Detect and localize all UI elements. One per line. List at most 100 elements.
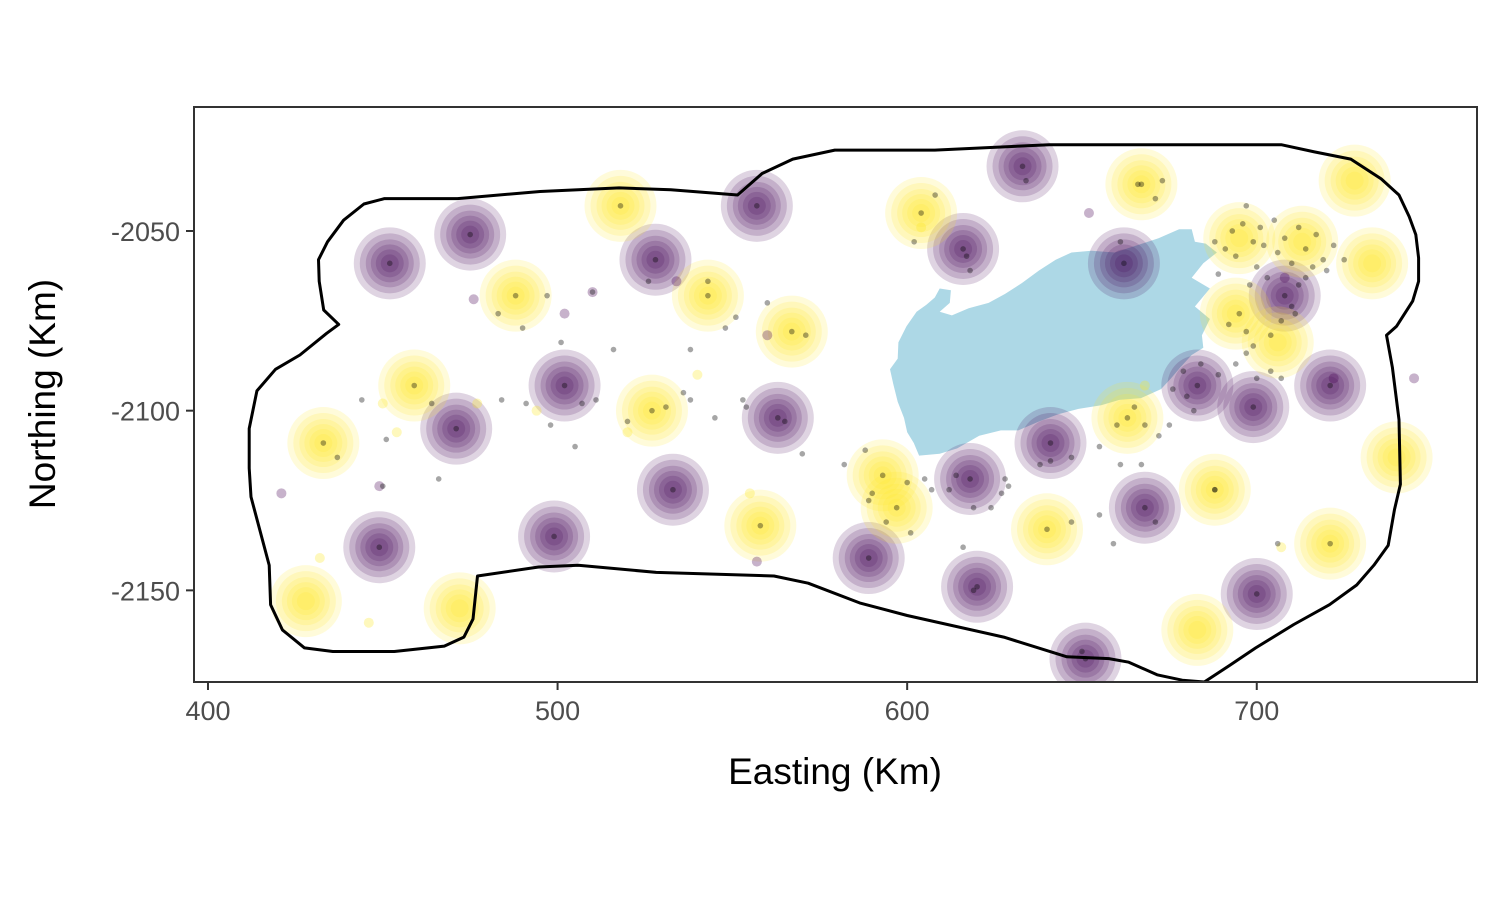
prediction-point (518, 500, 591, 573)
prediction-point (934, 442, 1007, 515)
observation-point (547, 422, 554, 428)
observation-point (918, 210, 924, 216)
prediction-point (1087, 227, 1160, 300)
observation-point (1166, 422, 1173, 428)
prediction-point (479, 259, 552, 332)
observation-point (1131, 404, 1138, 410)
observation-point (1288, 303, 1295, 310)
observation-point (1019, 163, 1026, 170)
observation-point (1313, 231, 1319, 238)
observation-point (1047, 440, 1054, 446)
observation-point (879, 472, 886, 479)
observation-point (624, 418, 631, 425)
study-boundary (247, 143, 1421, 682)
observation-point (1327, 540, 1333, 547)
observation-point (1142, 504, 1148, 511)
prediction-point (619, 223, 692, 296)
prediction-point (343, 511, 416, 584)
observation-point (764, 300, 771, 306)
observation-point (1152, 519, 1159, 525)
observation-point (1281, 292, 1288, 299)
small-point (1083, 208, 1094, 219)
panel-background (194, 107, 1477, 682)
observation-point (1117, 461, 1124, 468)
observation-point (743, 404, 750, 410)
observation-point (1274, 540, 1281, 547)
observation-point (1271, 217, 1278, 224)
observation-point (740, 397, 746, 403)
observation-point (722, 325, 729, 331)
observation-point (862, 447, 869, 454)
prediction-point (378, 349, 451, 422)
observation-point (1232, 253, 1239, 259)
observation-point (802, 332, 809, 339)
y-tick-label: -2100 (111, 397, 180, 427)
small-point (363, 617, 374, 628)
observation-point (1264, 274, 1271, 281)
observation-point (1302, 274, 1309, 281)
prediction-point (671, 259, 744, 332)
observation-point (1170, 386, 1176, 392)
observation-point (1341, 256, 1347, 263)
small-point (622, 427, 633, 438)
observation-point (1309, 264, 1316, 270)
observation-point (1005, 483, 1012, 489)
observation-point (1330, 242, 1337, 249)
observation-point (865, 497, 872, 504)
observation-point (1037, 461, 1043, 468)
observation-point (789, 328, 795, 335)
observation-point (1121, 260, 1127, 267)
observation-point (1253, 375, 1260, 382)
observation-point (1068, 454, 1075, 461)
observation-point (1184, 393, 1190, 400)
observation-point (687, 397, 694, 403)
prediction-point (1011, 493, 1084, 566)
prediction-point (1161, 593, 1234, 666)
observation-point (610, 346, 617, 353)
observation-point (1250, 404, 1257, 410)
observation-point (572, 443, 578, 450)
observation-point (869, 490, 876, 497)
observation-point (754, 203, 760, 209)
observation-point (1292, 310, 1299, 317)
observation-point (904, 479, 910, 486)
observation-point (907, 530, 914, 536)
observation-point (1212, 486, 1218, 493)
observation-point (960, 246, 966, 252)
observation-point (1257, 224, 1264, 231)
observation-point (967, 476, 973, 482)
prediction-point (720, 169, 793, 242)
small-point (1139, 380, 1150, 391)
lake (890, 229, 1217, 456)
panel-border (193, 106, 1478, 683)
observation-point (782, 418, 788, 425)
observation-point (1114, 422, 1120, 428)
observation-point (1243, 350, 1250, 356)
observation-point (617, 203, 624, 209)
observation-point (1212, 486, 1218, 493)
prediction-point (1199, 277, 1272, 350)
prediction-point (832, 522, 905, 595)
observation-point (893, 504, 900, 511)
observation-point (519, 325, 526, 331)
observation-point (1253, 591, 1260, 597)
small-point (762, 330, 773, 341)
small-point (531, 405, 542, 416)
prediction-point (420, 392, 493, 465)
prediction-point (1220, 557, 1293, 630)
observation-point (1215, 271, 1222, 277)
prediction-point (1203, 202, 1276, 275)
small-point (1409, 373, 1420, 384)
observation-point (705, 278, 711, 285)
observation-point (495, 310, 501, 317)
observation-point (1044, 526, 1050, 533)
observation-point (1180, 368, 1187, 374)
observation-point (670, 486, 676, 493)
small-point (1276, 542, 1287, 553)
observation-point (544, 292, 550, 299)
prediction-point (1105, 148, 1178, 221)
prediction-point (846, 439, 919, 512)
observation-point (1239, 220, 1246, 227)
observation-point (775, 415, 781, 421)
